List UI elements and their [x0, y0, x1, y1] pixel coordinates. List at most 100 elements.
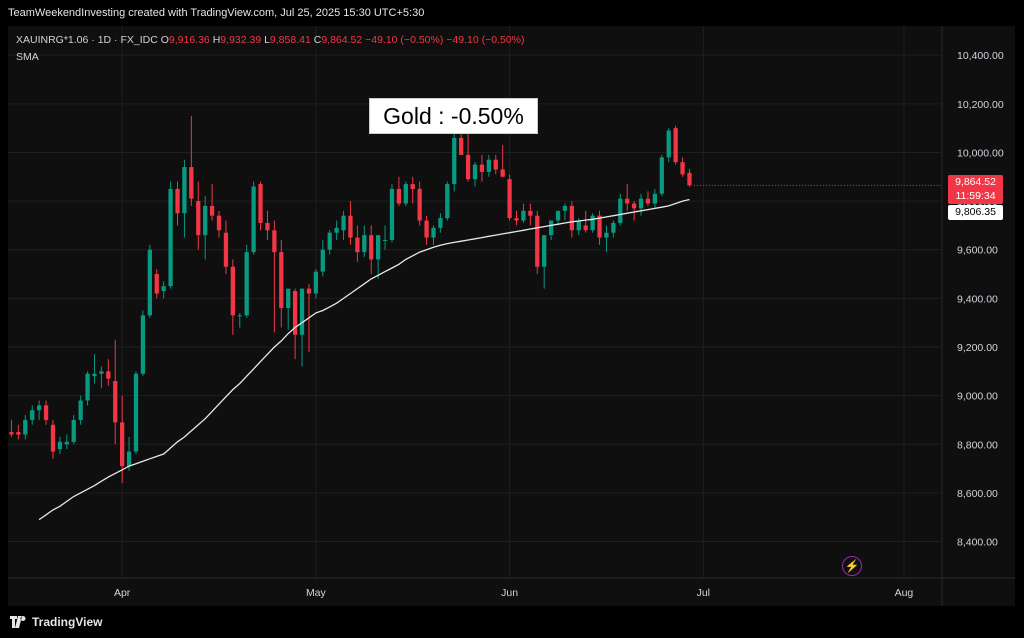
candle-body	[528, 210, 533, 216]
candle-body	[638, 198, 644, 209]
candle-body	[92, 373, 97, 377]
candle-body	[50, 424, 56, 452]
candle-body	[189, 167, 194, 199]
sma-price-tag: 9,806.35	[948, 205, 1003, 220]
candle-body	[521, 210, 526, 221]
x-tick-label: May	[306, 587, 327, 599]
change-value: −49.10 (−0.50%)	[365, 34, 444, 46]
candle-body	[85, 373, 90, 401]
candle-body	[78, 400, 83, 420]
candle-body	[154, 274, 159, 294]
candle-body	[292, 291, 298, 335]
candle-body	[258, 184, 263, 223]
candle-body	[611, 222, 616, 233]
candle-body	[396, 188, 402, 204]
candle-body	[106, 371, 111, 379]
candle-body	[320, 249, 325, 272]
sma-line	[38, 198, 690, 521]
candle-body	[631, 203, 637, 209]
candle-body	[140, 315, 146, 374]
candle-body	[652, 193, 658, 204]
candle-body	[493, 159, 498, 170]
y-tick-label: 10,000.00	[957, 147, 1004, 159]
candle-body	[355, 237, 360, 253]
candle-body	[673, 128, 678, 163]
candle-body	[216, 215, 222, 231]
candle-body	[569, 205, 575, 231]
candle-body	[279, 252, 284, 309]
tradingview-brand[interactable]: TradingView	[32, 615, 103, 629]
candle-body	[597, 215, 602, 238]
candle-body	[244, 252, 249, 316]
candle-body	[327, 232, 332, 250]
header-bar: TeamWeekendInvesting created with Tradin…	[0, 0, 1024, 26]
candle-body	[500, 169, 505, 177]
y-tick-label: 9,400.00	[957, 293, 998, 305]
candle-body	[120, 422, 125, 467]
low-value: 9,858.41	[269, 34, 311, 46]
high-value: 9,932.39	[220, 34, 262, 46]
candle-body	[147, 249, 152, 316]
candle-body	[113, 381, 118, 423]
bar-countdown: 11:59:34	[955, 190, 996, 202]
candle-body	[542, 235, 547, 267]
candle-body	[36, 405, 42, 411]
candle-body	[30, 410, 35, 420]
candle-body	[514, 218, 519, 221]
candle-body	[382, 239, 388, 241]
open-label: O	[160, 34, 169, 46]
open-value: 9,916.36	[168, 34, 210, 46]
chart-title-annotation: Gold : -0.50%	[369, 98, 538, 134]
candle-body	[209, 205, 215, 216]
sma-indicator-label[interactable]: SMA	[16, 51, 39, 63]
candle-body	[306, 288, 312, 294]
candle-body	[265, 222, 270, 231]
lightning-bolt-icon[interactable]: ⚡	[842, 556, 862, 576]
candle-body	[203, 205, 208, 236]
candle-body	[417, 188, 422, 221]
candle-body	[341, 215, 346, 231]
y-tick-label: 9,000.00	[957, 391, 998, 403]
candle-body	[57, 441, 63, 450]
candle-body	[64, 441, 69, 445]
candle-body	[472, 164, 478, 180]
y-tick-label: 8,400.00	[957, 537, 998, 549]
y-tick-label: 10,400.00	[957, 50, 1004, 62]
footer-bar	[0, 606, 1024, 638]
candle-body	[334, 227, 339, 233]
candle-body	[438, 218, 443, 228]
y-tick-label: 9,600.00	[957, 245, 998, 257]
tradingview-logo-icon[interactable]	[10, 616, 28, 628]
candle-body	[555, 210, 561, 221]
candle-body	[410, 184, 415, 189]
low-label: L	[264, 34, 270, 46]
candle-body	[548, 220, 554, 236]
candle-body	[126, 451, 132, 467]
symbol-name[interactable]: XAUINRG*1.06 · 1D · FX_IDC	[16, 34, 158, 46]
change-value-2: −49.10 (−0.50%)	[446, 34, 525, 46]
candle-body	[431, 227, 436, 238]
candle-body	[576, 220, 581, 231]
candle-body	[175, 188, 180, 214]
candle-body	[486, 159, 491, 172]
candle-body	[645, 198, 651, 204]
candle-body	[535, 215, 540, 267]
candle-body	[403, 184, 408, 204]
candle-body	[251, 186, 256, 253]
symbol-legend: XAUINRG*1.06 · 1D · FX_IDC O9,916.36 H9,…	[16, 34, 525, 46]
candle-body	[562, 205, 568, 211]
x-tick-label: Apr	[114, 587, 131, 599]
last-price-value: 9,864.52	[955, 176, 996, 188]
candle-body	[479, 164, 485, 172]
candle-body	[452, 137, 457, 185]
candle-body	[369, 235, 374, 260]
candle-body	[161, 286, 166, 292]
header-caption: TeamWeekendInvesting created with Tradin…	[8, 7, 425, 19]
candle-body	[445, 184, 450, 219]
candle-body	[71, 419, 76, 442]
candle-body	[196, 201, 201, 236]
candle-body	[168, 188, 173, 287]
high-label: H	[212, 34, 221, 46]
candle-body	[459, 137, 464, 155]
